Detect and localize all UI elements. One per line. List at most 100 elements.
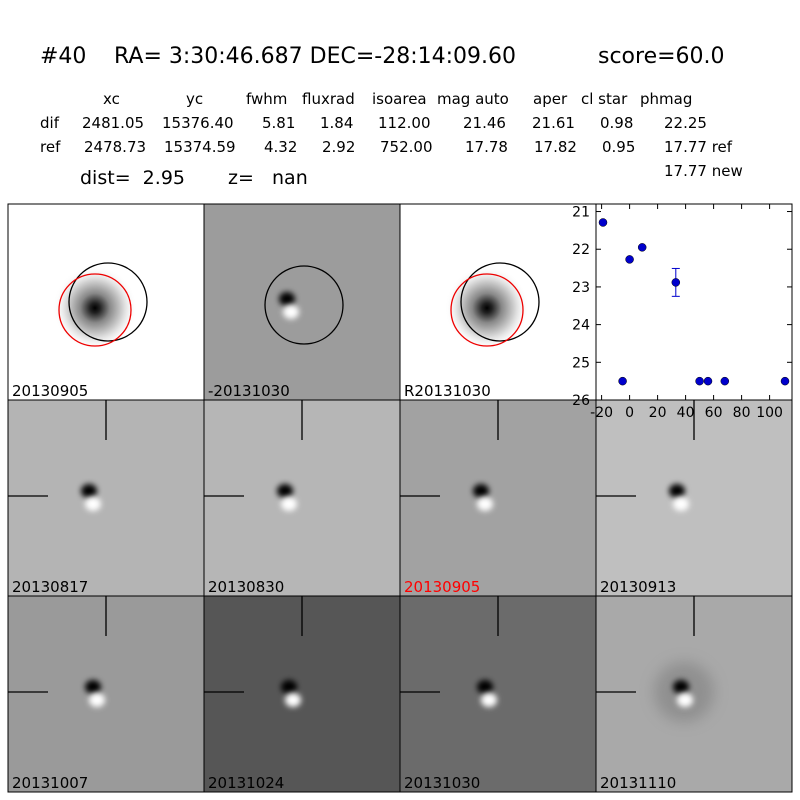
residual-pos [281,497,297,511]
cell: 17.77 ref [664,138,733,156]
score: score=60.0 [598,44,725,69]
row-label: ref [40,138,61,156]
aperture [264,265,344,345]
z-value: z= nan [228,167,308,189]
column-header: aper [533,90,568,108]
lightcurve: 21 22 23 24 25 26-20 0 20 40 60 80 100 [572,203,793,421]
cell: 5.81 [262,114,295,132]
residual-pos [85,497,101,511]
x-tick-label: 100 [756,405,783,421]
image-panel: 20131007 [7,595,205,793]
point [598,218,608,227]
point [625,255,634,264]
residual-pos [89,693,105,707]
residual-neg [81,484,97,498]
y-tick-label: 26 [572,393,590,409]
phmag-new: 17.77 new [664,162,743,180]
image-panel: 20130913 [595,399,793,597]
image-panel: 20131030 [399,595,597,793]
panel-label: 20130905 [404,578,480,596]
column-header: xc [103,90,120,108]
residual-pos [677,693,693,707]
residual-neg [85,680,101,694]
cell: 15374.59 [164,138,236,156]
image-panel: -20131030 [203,203,401,401]
cell: 4.32 [264,138,297,156]
point [637,243,647,252]
cell: 2481.05 [82,114,144,132]
column-header: phmag [640,90,692,108]
panel-label: -20131030 [208,382,290,400]
aperture-new [450,273,524,347]
image-panel: 20131024 [203,595,401,793]
x-tick-label: 40 [677,405,695,421]
aperture-ref [460,262,540,342]
residual-pos [673,497,689,511]
residual-pos [285,693,301,707]
residual-neg [473,484,489,498]
image-panel: 20130830 [203,399,401,597]
panel-grid: 20130905 -20131030 R20131030 20130817 201308… [7,203,793,793]
plot-frame [595,203,793,401]
image-panel: 20131110 [595,595,793,793]
column-header: fwhm [246,90,287,108]
residual-neg [477,680,493,694]
cell: 17.78 [465,138,508,156]
y-tick-label: 24 [572,318,590,334]
cell: 21.46 [463,114,506,132]
cell: 112.00 [378,114,431,132]
point [618,376,627,386]
point [671,278,681,287]
row-label: dif [40,114,60,132]
panel-label: 20131030 [404,774,480,792]
cell: 0.95 [602,138,635,156]
y-tick-label: 23 [572,280,590,296]
panel-label: R20131030 [404,382,491,400]
star [53,266,137,350]
aperture-new [58,273,132,347]
residual-neg [279,292,295,306]
column-header: mag auto [437,90,509,108]
panel-bg [204,204,400,400]
cell: 22.25 [664,114,707,132]
cell: 15376.40 [162,114,234,132]
dist: dist= 2.95 [80,167,185,189]
cell: 2.92 [322,138,355,156]
star [445,266,529,350]
column-header: isoarea [372,90,427,108]
residual-neg [673,680,689,694]
panel-label: 20130905 [12,382,88,400]
x-tick-label: 60 [705,405,723,421]
image-panel: 20130817 [7,399,205,597]
point [720,376,730,386]
cell: 21.61 [532,114,575,132]
image-panel: 20130905 [7,203,205,401]
x-tick-label: 20 [649,405,667,421]
cell: 752.00 [380,138,433,156]
panel-label: 20130817 [12,578,88,596]
cell: 2478.73 [84,138,146,156]
panel-frame [595,595,793,793]
cell: 1.84 [320,114,353,132]
y-tick-label: 22 [572,242,590,258]
plot-bg [596,204,792,400]
residual-neg [669,484,685,498]
column-header: cl star [581,90,628,108]
point [703,376,713,386]
panel-label: 20130830 [208,578,284,596]
x-tick-label: 80 [733,405,751,421]
column-header: yc [186,90,203,108]
coordinates: RA= 3:30:46.687 DEC=-28:14:09.60 [114,44,516,69]
cell: 17.82 [534,138,577,156]
cell: 0.98 [600,114,633,132]
point [780,376,790,386]
residual-pos [481,693,497,707]
column-header: fluxrad [302,90,355,108]
panel-label: 20131007 [12,774,88,792]
residual-pos [283,305,299,319]
panel-label: 20130913 [600,578,676,596]
object-id: #40 [40,44,86,69]
point [695,376,704,386]
panel-label: 20131110 [600,774,676,792]
